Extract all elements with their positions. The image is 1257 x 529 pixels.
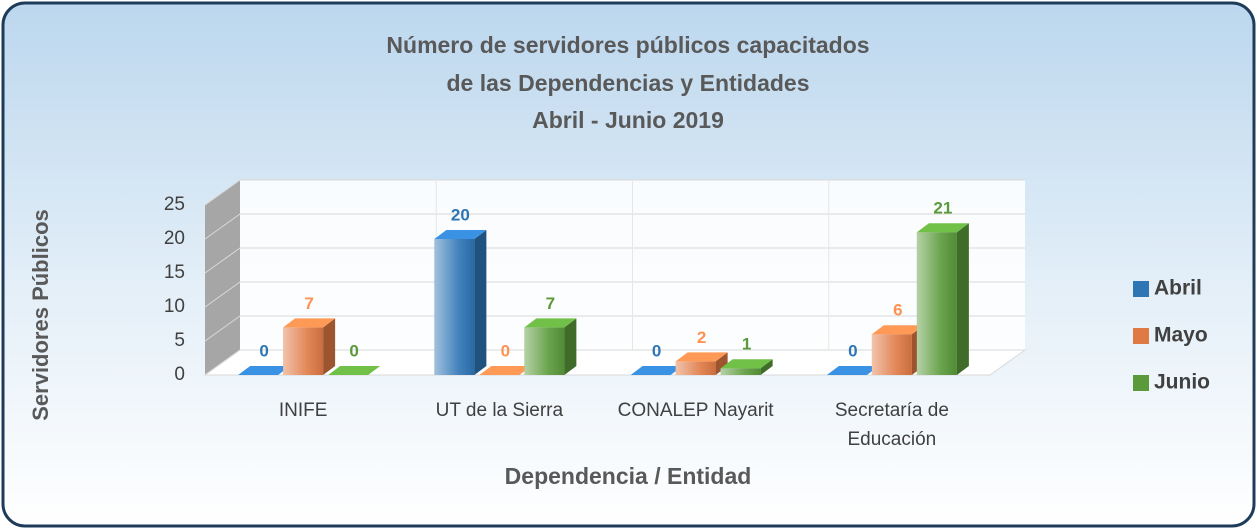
x-tick-label: CONALEP Nayarit — [618, 400, 775, 421]
bar-top — [871, 325, 924, 335]
bar-top — [434, 230, 487, 239]
bar-side — [474, 230, 487, 375]
title-line: Número de servidores públicos capacitado… — [386, 32, 869, 58]
bar — [675, 352, 728, 375]
y-axis-label: Servidores Públicos — [28, 209, 53, 421]
bar-top — [479, 366, 532, 375]
bar — [630, 366, 683, 375]
data-label: 0 — [848, 341, 857, 360]
bar — [524, 318, 577, 375]
bar-shine — [675, 361, 716, 375]
grid-line — [204, 281, 1025, 308]
bar-top — [238, 366, 291, 375]
data-label: 21 — [933, 199, 952, 218]
y-tick-label: 20 — [164, 228, 185, 249]
legend-swatch — [1133, 281, 1149, 297]
x-tick-label: INIFE — [279, 400, 328, 421]
grid-line — [204, 213, 1025, 240]
data-label: 7 — [304, 294, 313, 313]
bar-side — [323, 318, 336, 375]
bar-shine — [283, 327, 324, 375]
legend-swatch — [1133, 328, 1149, 344]
data-label: 7 — [546, 294, 555, 313]
bar-top — [916, 223, 969, 233]
y-tick-label: 10 — [164, 296, 185, 317]
data-label: 0 — [349, 341, 358, 360]
bar-side — [564, 318, 577, 375]
bar — [238, 366, 291, 375]
bar — [434, 230, 487, 375]
legend-label: Junio — [1154, 371, 1210, 394]
side-wall — [205, 180, 240, 375]
bar — [283, 318, 336, 375]
bar-top — [720, 359, 773, 369]
chart-title: Número de servidores públicos capacitado… — [386, 32, 869, 133]
bar-shine — [434, 239, 475, 375]
legend-swatch — [1133, 375, 1149, 391]
y-tick-label: 15 — [164, 262, 185, 283]
bar-shine — [916, 232, 957, 375]
x-tick-label: Secretaría de Educación — [835, 400, 949, 450]
title-line: de las Dependencias y Entidades — [446, 70, 809, 96]
grid-line — [204, 349, 1025, 376]
legend-label: Abril — [1154, 277, 1202, 300]
bar — [871, 325, 924, 375]
bar-shine — [720, 368, 761, 375]
bar-shine — [524, 327, 565, 375]
data-label: 6 — [893, 301, 902, 320]
bar — [720, 359, 773, 375]
bar — [328, 366, 381, 375]
grid-line — [204, 247, 1025, 274]
y-tick-label: 5 — [174, 330, 185, 351]
bar-shine — [871, 334, 912, 375]
bar — [479, 366, 532, 375]
y-tick-label: 25 — [164, 194, 185, 215]
bar-top — [630, 366, 683, 375]
data-label: 0 — [652, 341, 661, 360]
title-line: Abril - Junio 2019 — [532, 107, 724, 133]
data-label: 20 — [451, 205, 470, 224]
bar — [916, 223, 969, 375]
grid-line — [204, 179, 1025, 206]
y-tick-label: 0 — [174, 364, 185, 385]
bar-top — [328, 366, 381, 375]
bar-top — [826, 366, 879, 375]
bar-top — [283, 318, 336, 328]
bar-top — [524, 318, 577, 328]
bar — [826, 366, 879, 375]
data-label: 1 — [742, 335, 751, 354]
data-label: 0 — [501, 341, 510, 360]
x-tick-label: UT de la Sierra — [436, 400, 564, 421]
bar-side — [760, 359, 773, 375]
grid-line — [204, 315, 1025, 342]
x-axis-label: Dependencia / Entidad — [505, 463, 752, 489]
bar-side — [956, 223, 969, 375]
data-label: 0 — [259, 341, 268, 360]
legend-label: Mayo — [1154, 324, 1208, 347]
bar-side — [715, 352, 728, 375]
data-label: 2 — [697, 328, 706, 347]
bar-top — [675, 352, 728, 362]
